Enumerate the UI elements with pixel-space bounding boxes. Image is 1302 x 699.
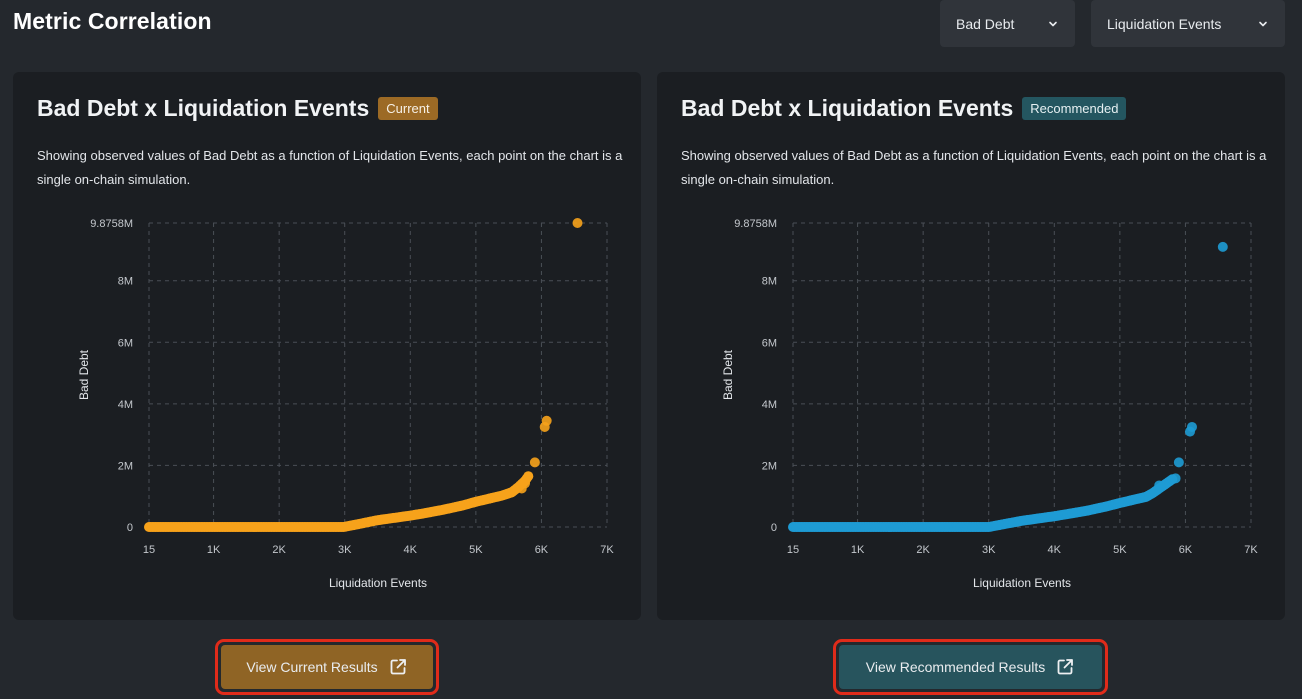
- view-recommended-results-label: View Recommended Results: [865, 659, 1046, 675]
- y-axis-label: Bad Debt: [721, 349, 735, 400]
- chevron-down-icon: [1049, 21, 1057, 26]
- view-recommended-results-button[interactable]: View Recommended Results: [839, 645, 1102, 689]
- x-tick-label: 1K: [851, 544, 865, 556]
- x-axis-label: Liquidation Events: [973, 576, 1071, 590]
- x-tick-label: 7K: [1244, 544, 1258, 556]
- data-point: [529, 457, 540, 468]
- y-tick-label: 2M: [118, 460, 133, 472]
- y-tick-label: 9.8758M: [90, 218, 133, 230]
- y-tick-label: 8M: [118, 276, 133, 288]
- y-tick-label: 4M: [762, 399, 777, 411]
- card-header: Bad Debt x Liquidation Events Recommende…: [681, 95, 1127, 122]
- external-link-icon: [390, 659, 406, 675]
- data-point: [572, 218, 583, 228]
- view-current-results-label: View Current Results: [246, 659, 378, 675]
- recommended-chart-card: Bad Debt x Liquidation Events Recommende…: [657, 72, 1285, 620]
- y-tick-label: 9.8758M: [734, 218, 777, 230]
- x-tick-label: 7K: [600, 544, 614, 556]
- y-tick-label: 8M: [762, 276, 777, 288]
- data-point: [1217, 241, 1228, 252]
- metric-x-dropdown[interactable]: Liquidation Events: [1091, 0, 1285, 47]
- data-point: [520, 478, 531, 489]
- y-tick-label: 4M: [118, 399, 133, 411]
- recommended-badge: Recommended: [1022, 97, 1127, 120]
- data-point: [1154, 480, 1165, 491]
- x-tick-label: 6K: [535, 544, 549, 556]
- y-axis-label: Bad Debt: [77, 349, 91, 400]
- data-point: [1173, 457, 1184, 468]
- x-tick-label: 5K: [469, 544, 483, 556]
- data-point: [541, 415, 552, 426]
- y-tick-label: 0: [771, 522, 777, 534]
- metric-y-dropdown-value: Bad Debt: [956, 15, 1015, 32]
- x-tick-label: 6K: [1179, 544, 1193, 556]
- current-chart-card: Bad Debt x Liquidation Events Current Sh…: [13, 72, 641, 620]
- card-header: Bad Debt x Liquidation Events Current: [37, 95, 438, 122]
- view-current-results-button[interactable]: View Current Results: [221, 645, 433, 689]
- recommended-scatter-chart: 0 2M 4M 6M 8M 9.8758M 15 1K 2K 3K 4K 5K 6K 7K Liquidat…: [721, 218, 1258, 590]
- external-link-icon: [1057, 659, 1074, 675]
- x-tick-label: 2K: [916, 544, 930, 556]
- page-title: Metric Correlation: [13, 8, 212, 34]
- x-axis-label: Liquidation Events: [329, 576, 427, 590]
- x-tick-label: 3K: [982, 544, 996, 556]
- data-point: [1170, 473, 1181, 484]
- current-badge: Current: [378, 97, 438, 120]
- card-description: Showing observed values of Bad Debt as a…: [37, 148, 623, 187]
- y-tick-label: 6M: [118, 337, 133, 349]
- card-title: Bad Debt x Liquidation Events: [681, 95, 1014, 121]
- x-tick-label: 15: [787, 544, 799, 556]
- x-tick-label: 4K: [404, 544, 418, 556]
- chevron-down-icon: [1259, 21, 1267, 26]
- x-tick-label: 15: [143, 544, 155, 556]
- x-tick-label: 4K: [1048, 544, 1062, 556]
- metric-y-dropdown[interactable]: Bad Debt: [940, 0, 1075, 47]
- x-tick-label: 5K: [1113, 544, 1127, 556]
- x-tick-label: 1K: [207, 544, 221, 556]
- metric-x-dropdown-value: Liquidation Events: [1107, 15, 1222, 32]
- data-point: [1186, 421, 1197, 432]
- y-tick-label: 2M: [762, 460, 777, 472]
- card-description: Showing observed values of Bad Debt as a…: [681, 148, 1267, 187]
- x-tick-label: 2K: [272, 544, 286, 556]
- x-tick-label: 3K: [338, 544, 352, 556]
- y-tick-label: 0: [127, 522, 133, 534]
- current-scatter-chart: 0 2M 4M 6M 8M 9.8758M 15 1K 2K 3K 4K 5K 6K 7K Liquidat…: [77, 218, 614, 590]
- y-tick-label: 6M: [762, 337, 777, 349]
- card-title: Bad Debt x Liquidation Events: [37, 95, 370, 121]
